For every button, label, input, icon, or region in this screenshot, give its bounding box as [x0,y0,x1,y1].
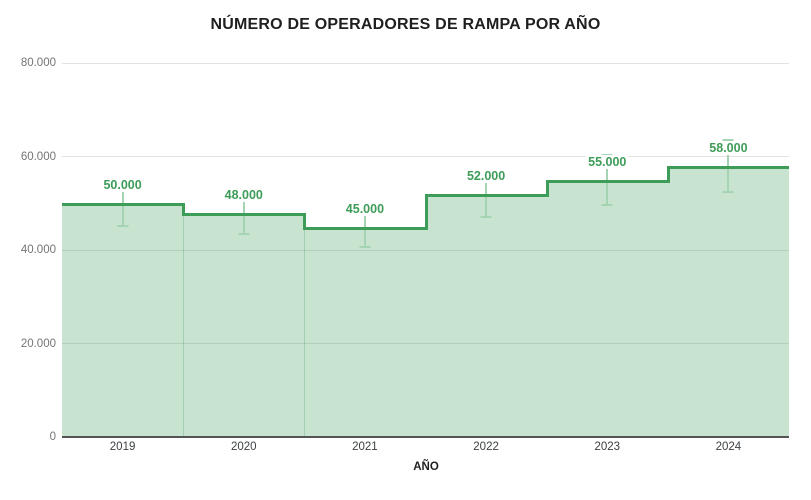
value-label: 55.000 [586,154,629,169]
step-line [183,212,305,216]
x-axis-tick-label: 2021 [352,441,378,453]
gridline [62,62,789,64]
area-segment [62,203,184,437]
y-axis-tick-label: 80.000 [20,57,56,69]
step-line [667,165,790,169]
error-bar-cap-bottom [722,190,734,193]
value-label: 48.000 [222,187,265,202]
value-label: 45.000 [343,201,387,216]
area-segment [304,226,426,437]
gridline [62,156,789,157]
step-riser [182,203,186,216]
area-segment [546,179,669,437]
x-axis-tick-label: 2024 [715,441,742,453]
step-riser [424,193,428,230]
step-line [62,203,184,207]
error-bar-cap-bottom [359,245,371,248]
step-riser [666,165,670,183]
gridline [62,249,789,251]
x-axis-tick-label: 2023 [594,441,621,453]
step-line [425,193,548,197]
value-label: 58.000 [707,140,750,155]
gridline [62,343,789,344]
error-bar [606,154,609,206]
step-riser [545,179,549,197]
x-axis-tick-label: 2020 [230,441,257,453]
area-segment [425,193,548,437]
area-segment [667,165,790,437]
error-bar-cap-bottom [117,224,129,227]
step-line [546,179,669,183]
y-axis-tick-label: 0 [49,431,56,443]
x-axis-tick-label: 2022 [473,441,499,453]
chart-title: NÚMERO DE OPERADORES DE RAMPA POR AÑO [210,16,601,33]
error-bar-cap-bottom [238,233,250,236]
x-axis-title: AÑO [413,461,439,473]
value-label: 50.000 [101,178,144,193]
x-axis-tick-label: 2019 [109,441,136,453]
error-bar-cap-bottom [601,203,613,206]
value-label: 52.000 [464,168,508,183]
y-axis-tick-label: 20.000 [20,337,56,350]
error-bar-cap-top [722,138,734,141]
error-bar [363,205,366,248]
error-bar [485,169,488,219]
step-riser [303,212,307,230]
x-axis-line [62,436,789,438]
error-bar-cap-bottom [480,216,492,219]
y-axis-tick-label: 40.000 [20,244,56,256]
area-segment [183,212,305,437]
y-axis-tick-label: 60.000 [20,150,56,163]
step-line [304,226,426,230]
